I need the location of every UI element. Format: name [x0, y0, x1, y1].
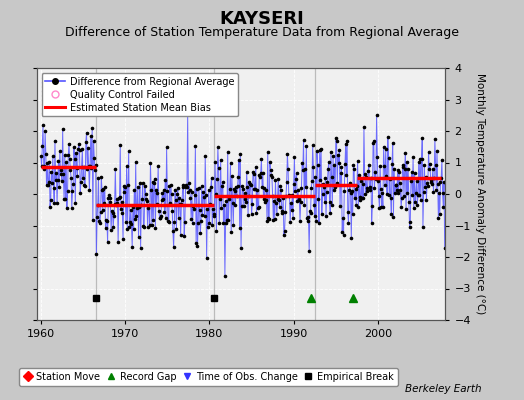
Legend: Station Move, Record Gap, Time of Obs. Change, Empirical Break: Station Move, Record Gap, Time of Obs. C…	[19, 368, 398, 386]
Text: Berkeley Earth: Berkeley Earth	[406, 384, 482, 394]
Text: Difference of Station Temperature Data from Regional Average: Difference of Station Temperature Data f…	[65, 26, 459, 39]
Y-axis label: Monthly Temperature Anomaly Difference (°C): Monthly Temperature Anomaly Difference (…	[475, 73, 485, 315]
Text: KAYSERI: KAYSERI	[220, 10, 304, 28]
